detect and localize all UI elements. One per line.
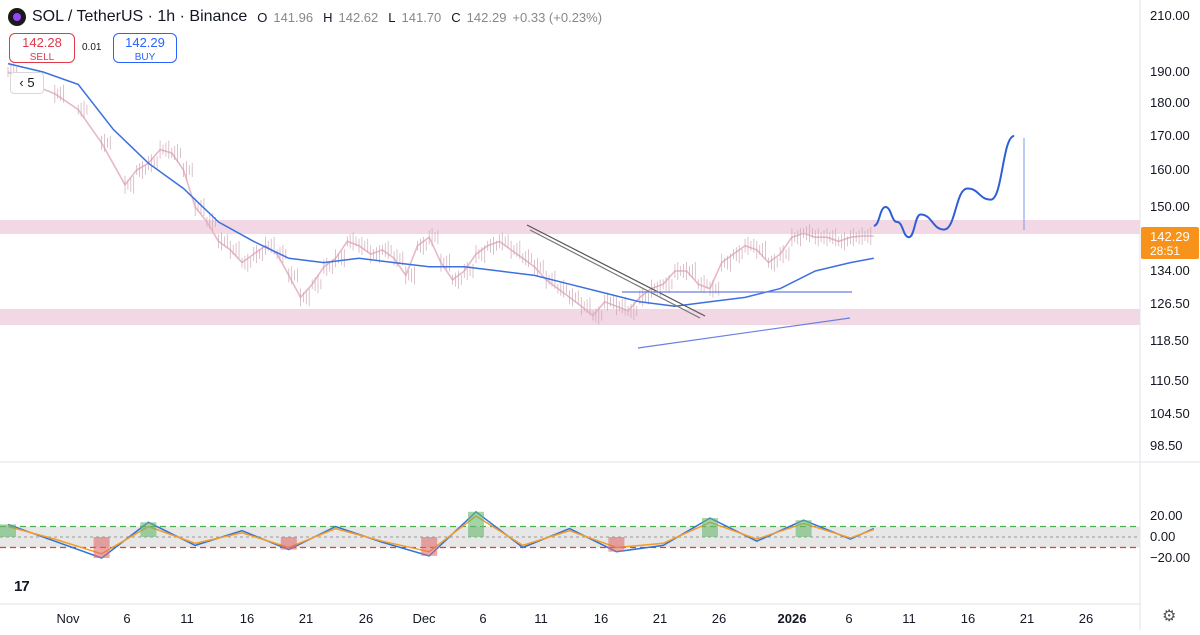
price-tick-label: 110.50 [1150,373,1189,388]
zone-resistance [0,220,1140,234]
price-tick-label: 170.00 [1150,128,1190,143]
tradingview-logo[interactable]: 17 [14,578,30,595]
low-value: 141.70 [401,9,442,25]
osc-negative-fill [608,537,625,552]
price-tick-label: 180.00 [1150,95,1190,110]
time-tick-label: 11 [902,611,916,626]
time-tick-label: 16 [240,611,254,626]
rising-trendline[interactable] [637,317,851,349]
indicator-count: 5 [27,75,35,90]
chevron-left-icon: ‹ [19,75,24,90]
price-tick-label: 118.50 [1150,333,1189,348]
time-tick-label: 21 [1020,611,1034,626]
price-tick-label: 210.00 [1150,8,1190,23]
spread-value: 0.01 [82,42,102,53]
time-tick-label: 16 [594,611,608,626]
open-value: 141.96 [273,9,314,25]
buy-button[interactable]: 142.29 BUY [113,33,177,63]
osc-negative-fill [280,537,297,550]
low-label: L [388,9,396,25]
price-tick-label: 150.00 [1150,199,1190,214]
current-price-label: 142.29 [1150,229,1190,244]
moving-average-line[interactable] [7,62,874,308]
price-wicks [7,63,872,325]
time-tick-label: 26 [359,611,373,626]
trendline-2[interactable] [529,229,701,319]
osc-positive-fill [795,520,812,537]
sell-price: 142.28 [22,35,62,50]
zone-support [0,309,1140,325]
time-tick-label: 26 [1079,611,1093,626]
osc-positive-fill [0,524,16,537]
time-tick-label: Nov [56,611,80,626]
trendline-1[interactable] [526,224,706,317]
osc-positive-fill [140,522,157,537]
osc-tick-label: 0.00 [1150,529,1175,544]
time-tick-label: 6 [123,611,130,626]
price-tick-label: 160.00 [1150,162,1190,177]
time-tick-label: 21 [653,611,667,626]
time-tick-label: 11 [534,611,548,626]
indicators-toggle-button[interactable]: ‹ 5 [10,72,44,94]
time-tick-label: 6 [845,611,852,626]
time-tick-label: 2026 [778,611,807,626]
time-tick-label: 16 [961,611,975,626]
sell-button[interactable]: 142.28 SELL [9,33,75,63]
osc-negative-fill [93,537,110,558]
current-price-tag [1141,227,1199,259]
change-value: +0.33 (+0.23%) [512,9,603,25]
price-tick-label: 104.50 [1150,406,1190,421]
sell-label: SELL [29,52,55,63]
high-label: H [323,9,333,25]
close-value: 142.29 [466,9,507,25]
solana-coin-icon [8,8,26,26]
time-tick-label: 21 [299,611,313,626]
high-value: 142.62 [338,9,379,25]
time-tick-label: Dec [412,611,436,626]
time-tick-label: 6 [479,611,486,626]
price-tick-label: 190.00 [1150,64,1190,79]
osc-negative-fill [421,537,438,556]
osc-tick-label: −20.00 [1150,550,1190,565]
osc-positive-fill [468,511,484,537]
buy-price: 142.29 [125,35,165,50]
close-label: C [451,9,461,25]
open-label: O [257,9,268,25]
time-tick-label: 11 [180,611,194,626]
price-tick-label: 126.50 [1150,296,1190,311]
time-tick-label: 26 [712,611,726,626]
buy-label: BUY [134,52,156,63]
price-tick-label: 134.00 [1150,263,1190,278]
projected-path-line[interactable] [873,135,1015,239]
price-tick-label: 98.50 [1150,438,1183,453]
osc-positive-fill [702,518,718,537]
symbol-title[interactable]: SOL / TetherUS · 1h · Binance [32,8,248,25]
settings-gear-icon[interactable]: ⚙ [1162,608,1177,625]
osc-tick-label: 20.00 [1150,508,1183,523]
countdown-label: 28:51 [1150,244,1180,258]
